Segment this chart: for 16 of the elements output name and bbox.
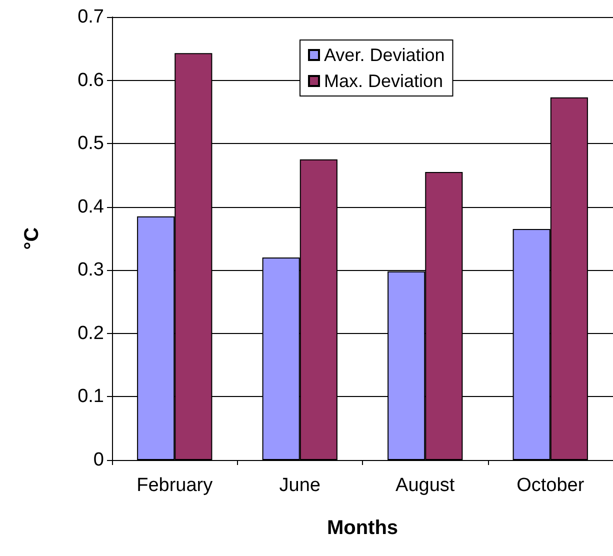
- y-tick-label: 0.1: [78, 386, 104, 408]
- y-axis-title: °C: [21, 227, 43, 250]
- x-tick-label: February: [136, 475, 214, 496]
- y-tick-label: 0: [93, 450, 104, 470]
- legend-label: Aver. Deviation: [324, 45, 445, 65]
- y-tick-label: 0.7: [78, 6, 104, 28]
- y-tick-label: 0.3: [78, 260, 104, 281]
- y-tick-label: 0.4: [78, 196, 104, 218]
- y-tick-label: 0.5: [78, 133, 104, 154]
- x-tick-label: October: [516, 475, 585, 496]
- x-tick-label: August: [396, 475, 456, 496]
- legend-label: Max. Deviation: [324, 71, 444, 91]
- y-tick-label: 0.2: [78, 322, 104, 344]
- y-tick-label: 0.6: [78, 70, 104, 91]
- x-axis-title: Months: [326, 517, 398, 539]
- x-tick-label: June: [279, 475, 320, 496]
